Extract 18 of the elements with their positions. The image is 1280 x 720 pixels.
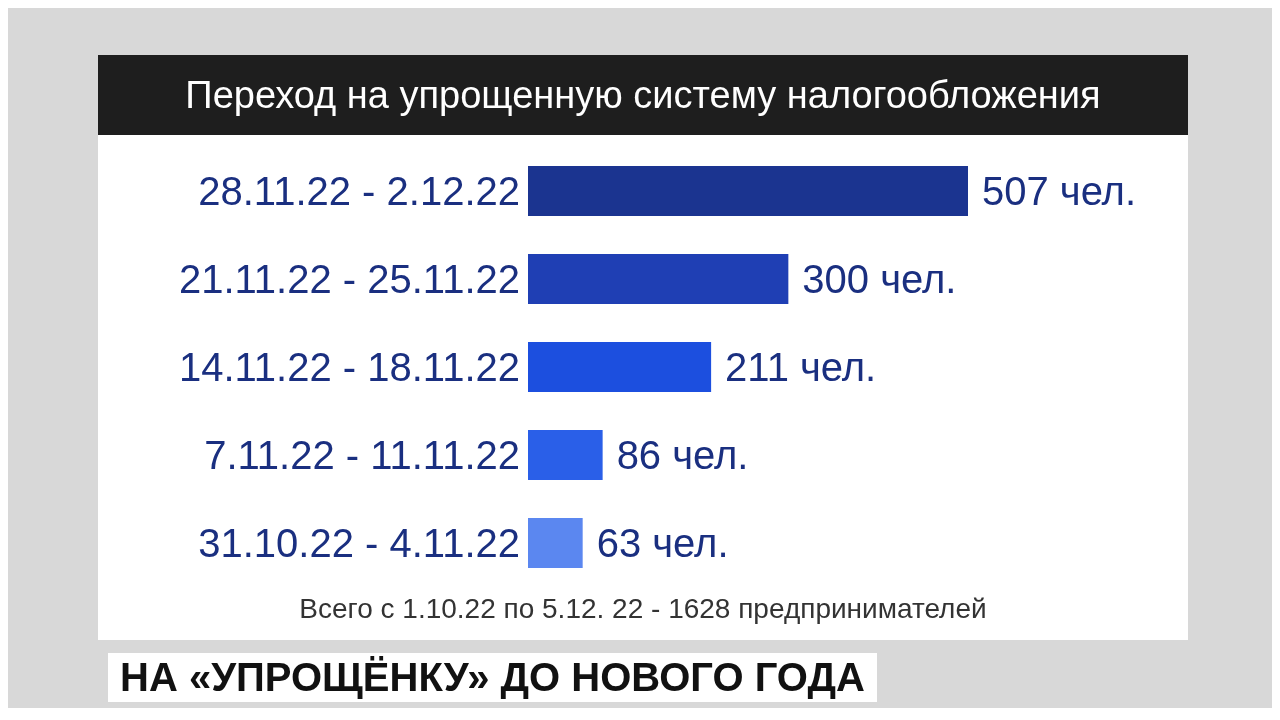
y-tick-label: 7.11.22 - 11.11.22 [204,433,520,478]
y-tick-label: 14.11.22 - 18.11.22 [178,345,520,390]
bar [528,254,789,304]
data-label: 507 чел. [982,169,1137,213]
bar [528,430,603,480]
data-label: 86 чел. [616,433,749,477]
bar [528,342,712,392]
bar [528,166,968,216]
data-label: 63 чел. [596,521,729,565]
bar [528,518,583,568]
text: Всего с 1.10.22 по 5.12. 22 - 1628 предпринимателей [298,593,988,625]
text: НА «УПРОЩЁНКУ» ДО НОВОГО ГОДА [108,653,877,702]
y-tick-label: 31.10.22 - 4.11.22 [198,521,520,566]
y-tick-label: 28.11.22 - 2.12.22 [198,169,520,214]
chart-title: Переход на упрощенную систему налогообложения [98,55,1188,135]
y-tick-label: 21.11.22 - 25.11.22 [178,257,520,302]
data-label: 211 чел. [725,345,877,389]
data-label: 300 чел. [802,257,957,301]
